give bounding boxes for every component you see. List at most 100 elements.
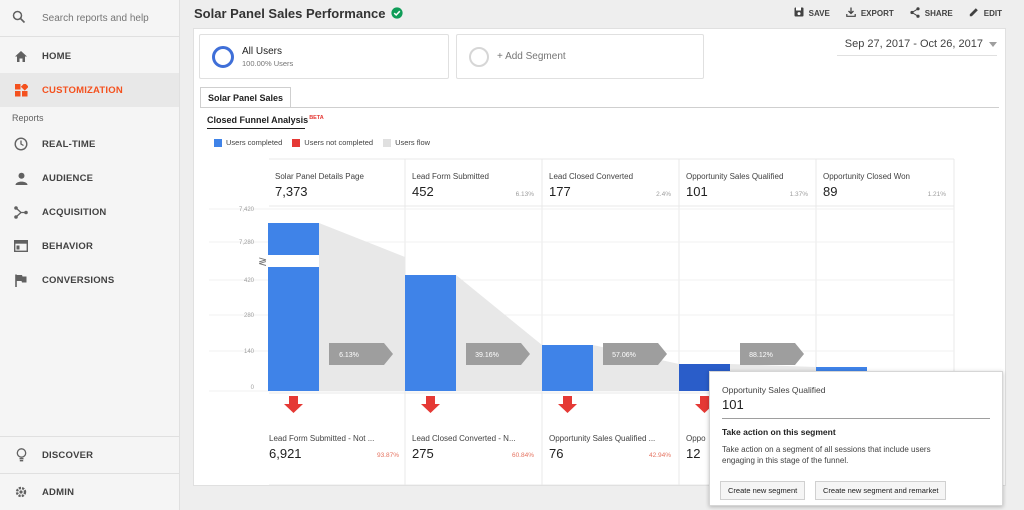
nav-customization-label: CUSTOMIZATION xyxy=(42,84,123,96)
segment-action-popup: Opportunity Sales Qualified 101 Take act… xyxy=(709,371,1003,506)
date-range-text: Sep 27, 2017 - Oct 26, 2017 xyxy=(844,38,983,50)
y-tick: 420 xyxy=(244,278,255,284)
share-icon xyxy=(910,6,920,20)
segment-percent: 100.00% Users xyxy=(242,58,294,68)
bar-stage-3 xyxy=(542,345,593,391)
nav-behavior-label: BEHAVIOR xyxy=(42,240,94,252)
add-segment-button[interactable]: + Add Segment xyxy=(456,34,704,79)
dropoff-value-2: 275 xyxy=(412,446,434,461)
nav-conversions[interactable]: CONVERSIONS xyxy=(0,263,179,297)
legend-swatch-not-completed xyxy=(292,138,301,147)
legend-flow-label: Users flow xyxy=(395,138,431,147)
flow-arrow-1: 6.13% xyxy=(329,343,393,365)
export-button[interactable]: EXPORT xyxy=(846,7,894,19)
flow-pct-3: 57.06% xyxy=(612,352,636,359)
nav-customization[interactable]: CUSTOMIZATION xyxy=(0,73,179,107)
legend-not-completed: Users not completed xyxy=(292,138,373,147)
stage-name-3: Lead Closed Converted xyxy=(549,172,633,181)
reports-section-label: Reports xyxy=(12,113,44,123)
save-button[interactable]: SAVE xyxy=(794,7,830,19)
legend-swatch-completed xyxy=(214,138,222,147)
y-tick: 7,280 xyxy=(239,240,255,246)
gear-icon xyxy=(12,485,30,499)
stage-name-5: Opportunity Closed Won xyxy=(823,172,910,181)
search-placeholder: Search reports and help xyxy=(42,12,149,24)
nav-acquisition-label: ACQUISITION xyxy=(42,206,107,218)
dropoff-arrow-icon xyxy=(421,396,440,413)
edit-label: EDIT xyxy=(983,8,1002,18)
stage-pct-2: 6.13% xyxy=(516,191,535,198)
segment-ring-icon xyxy=(212,45,234,68)
nav-behavior[interactable]: BEHAVIOR xyxy=(0,229,179,263)
stage-pct-5: 1.21% xyxy=(928,191,947,198)
popup-body-2: engaging in this stage of the funnel. xyxy=(722,456,849,465)
flow-shape-2 xyxy=(456,275,542,391)
dropoff-name-3: Opportunity Sales Qualified ... xyxy=(549,434,655,443)
legend-completed: Users completed xyxy=(214,138,282,147)
nav-audience[interactable]: AUDIENCE xyxy=(0,161,179,195)
popup-stage-name: Opportunity Sales Qualified xyxy=(722,385,826,395)
dropoff-value-1: 6,921 xyxy=(269,446,302,461)
save-label: SAVE xyxy=(808,8,830,18)
stage-pct-4: 1.37% xyxy=(790,191,809,198)
nav-realtime[interactable]: REAL-TIME xyxy=(0,127,179,161)
clock-icon xyxy=(12,137,30,151)
share-label: SHARE xyxy=(924,8,953,18)
legend-swatch-flow xyxy=(383,138,392,147)
nav-conversions-label: CONVERSIONS xyxy=(42,274,115,286)
flow-arrow-3: 57.06% xyxy=(603,343,667,365)
dropoff-name-4: Oppo xyxy=(686,434,706,443)
edit-icon xyxy=(969,7,979,19)
create-segment-remarket-button[interactable]: Create new segment and remarket xyxy=(815,481,947,500)
dropoff-pct-3: 42.94% xyxy=(649,452,671,459)
export-icon xyxy=(846,7,856,19)
flow-shape-1 xyxy=(319,223,405,391)
flow-pct-1: 6.13% xyxy=(339,352,359,359)
empty-segment-ring-icon xyxy=(469,46,489,67)
chevron-down-icon xyxy=(989,38,997,50)
search-icon xyxy=(12,10,30,27)
tab-solar-panel-sales[interactable]: Solar Panel Sales xyxy=(200,87,292,108)
bar-stage-2 xyxy=(405,275,456,391)
flow-arrow-2: 39.16% xyxy=(466,343,530,365)
bar-stage-1 xyxy=(268,267,319,391)
nav-acquisition[interactable]: ACQUISITION xyxy=(0,195,179,229)
acquisition-icon xyxy=(12,205,30,219)
legend-completed-label: Users completed xyxy=(226,138,283,147)
y-tick: 140 xyxy=(244,349,255,355)
export-label: EXPORT xyxy=(860,8,894,18)
dropoff-arrow-icon xyxy=(695,396,714,413)
nav-realtime-label: REAL-TIME xyxy=(42,138,96,150)
nav-home[interactable]: HOME xyxy=(0,39,179,73)
flow-pct-2: 39.16% xyxy=(475,352,499,359)
flag-icon xyxy=(12,274,30,287)
home-icon xyxy=(12,50,30,63)
stage-value-4: 101 xyxy=(686,184,708,199)
popup-stage-value: 101 xyxy=(722,397,744,412)
dropoff-name-1: Lead Form Submitted - Not ... xyxy=(269,434,374,443)
stage-value-1: 7,373 xyxy=(275,184,308,199)
stage-name-2: Lead Form Submitted xyxy=(412,172,489,181)
create-segment-button[interactable]: Create new segment xyxy=(720,481,806,500)
date-range-picker[interactable]: Sep 27, 2017 - Oct 26, 2017 xyxy=(845,38,997,50)
sidebar-bottom: DISCOVER ADMIN xyxy=(0,436,180,510)
stage-value-3: 177 xyxy=(549,184,571,199)
bar-stage-1-top xyxy=(268,223,319,255)
segment-all-users[interactable]: All Users 100.00% Users xyxy=(199,34,449,79)
search-bar[interactable]: Search reports and help xyxy=(0,0,179,36)
report-header: Solar Panel Sales Performance SAVE EXPOR… xyxy=(180,0,1024,26)
sidebar: Search reports and help HOME CUSTOMIZATI… xyxy=(0,0,180,510)
stage-name-1: Solar Panel Details Page xyxy=(275,172,364,181)
lightbulb-icon xyxy=(12,448,30,462)
nav-admin[interactable]: ADMIN xyxy=(0,474,180,510)
edit-button[interactable]: EDIT xyxy=(969,7,1002,19)
dropoff-pct-2: 60.84% xyxy=(512,452,534,459)
nav-discover[interactable]: DISCOVER xyxy=(0,437,180,473)
popup-body-1: Take action on a segment of all sessions… xyxy=(722,445,931,454)
verified-check-icon xyxy=(391,7,404,19)
funnel-title: Closed Funnel AnalysisBETA xyxy=(207,115,324,125)
stage-name-4: Opportunity Sales Qualified xyxy=(686,172,783,181)
share-button[interactable]: SHARE xyxy=(910,6,953,20)
nav-admin-label: ADMIN xyxy=(42,486,75,498)
y-tick: 280 xyxy=(244,313,255,319)
